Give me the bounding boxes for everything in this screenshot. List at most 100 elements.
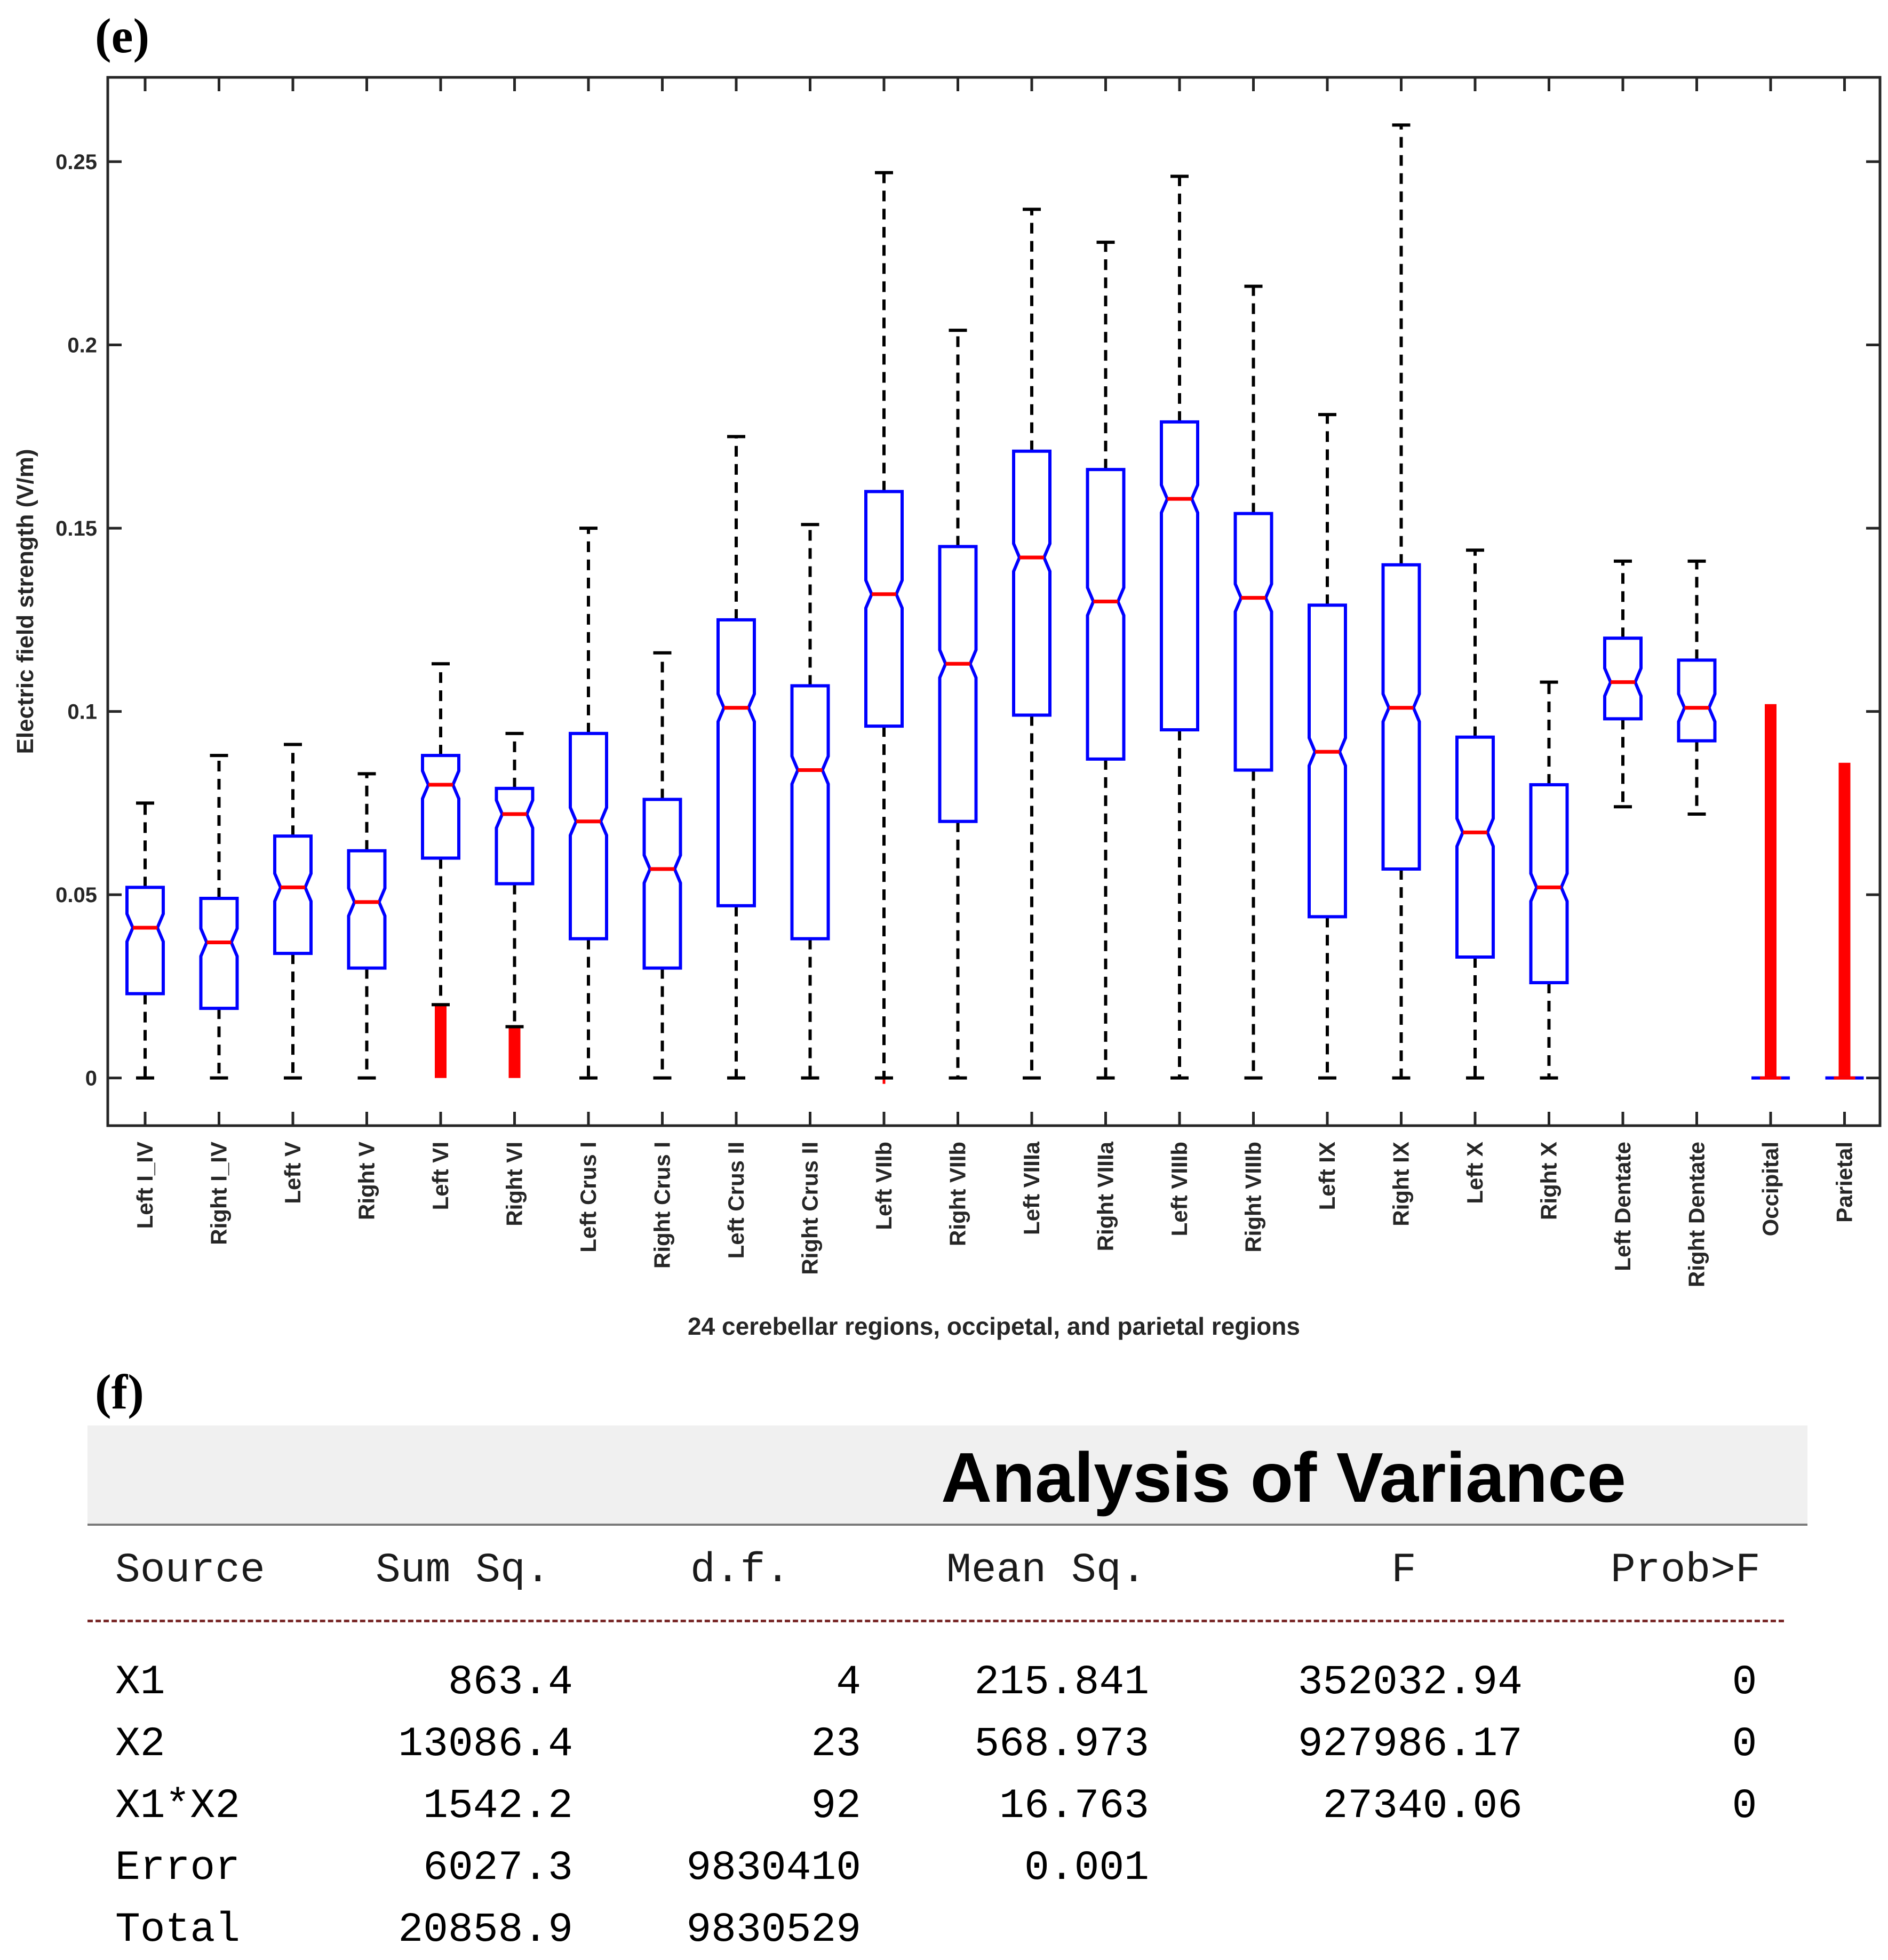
anova-cell: 6027.3 [423, 1845, 573, 1892]
anova-cell: 863.4 [448, 1659, 573, 1706]
anova-cell: 9830410 [686, 1845, 861, 1892]
y-axis-label: Electric field strength (V/m) [12, 449, 38, 754]
anova-column-header: Source [115, 1547, 265, 1594]
x-tick-label: Left I_IV [132, 1142, 157, 1229]
box [1233, 512, 1273, 772]
anova-cell: 1542.2 [423, 1783, 573, 1830]
anova-divider [87, 1620, 1784, 1622]
anova-cell: 0.001 [1024, 1845, 1149, 1892]
outlier-band [508, 1026, 521, 1078]
panel-e-label: (e) [95, 9, 150, 63]
box [1677, 658, 1717, 743]
x-tick-label: Left X [1462, 1142, 1487, 1204]
box [642, 798, 682, 970]
box-group: Right V [347, 77, 387, 1220]
x-tick-label: Left VIIIb [1167, 1142, 1192, 1236]
plot-frame [106, 76, 1882, 1127]
box [790, 684, 830, 941]
anova-cell: 927986.17 [1297, 1721, 1523, 1768]
anova-title: Analysis of Variance [941, 1438, 1626, 1517]
x-tick-label: Right Dentate [1684, 1142, 1709, 1287]
box [938, 545, 978, 823]
x-tick-label: Right Crus I [650, 1142, 675, 1269]
anova-row-source: Error [115, 1845, 241, 1892]
anova-cell: 215.841 [974, 1659, 1149, 1706]
x-tick-label: Left Crus II [723, 1142, 748, 1258]
box-group: Right Crus I [642, 77, 682, 1269]
box [421, 754, 460, 860]
y-tick-label: 0.25 [55, 150, 97, 174]
anova-table: Analysis of Variance Source Sum Sq. d.f. Me… [87, 1425, 1807, 1954]
anova-row-source: X1 [115, 1659, 165, 1706]
panel-f-label: (f) [95, 1365, 144, 1419]
x-tick-label: Right VIIb [945, 1142, 970, 1246]
box-group: Right VIIIb [1233, 77, 1273, 1253]
box [199, 897, 239, 1010]
anova-header: Analysis of Variance [87, 1425, 1807, 1526]
outlier-band [435, 1005, 447, 1078]
box [1012, 449, 1051, 717]
box-group: Left VIIb [864, 77, 904, 1230]
y-tick-label: 0.2 [67, 334, 97, 357]
box [1381, 563, 1421, 871]
anova-cell: 0 [1732, 1659, 1757, 1706]
x-tick-label: Left VIIb [871, 1142, 896, 1230]
box [273, 834, 313, 955]
x-tick-label: Left Dentate [1610, 1142, 1635, 1271]
box-group: Right X [1529, 77, 1569, 1220]
anova-column-header: d.f. [690, 1547, 791, 1594]
outlier-band [1765, 704, 1777, 1078]
anova-row-source: Total [115, 1907, 241, 1954]
y-tick-label: 0.05 [55, 883, 97, 907]
x-tick-label: Right V [354, 1142, 379, 1220]
box-group: Right VIIb [938, 77, 978, 1246]
box-group: Left Crus II [716, 77, 756, 1258]
x-tick-label: Right IX [1389, 1142, 1414, 1226]
box [125, 886, 165, 995]
box [1160, 420, 1199, 731]
x-tick-label: Right Crus II [798, 1142, 823, 1275]
box [1455, 735, 1495, 959]
anova-cell: 13086.4 [398, 1721, 573, 1768]
anova-cell: 4 [836, 1659, 861, 1706]
anova-cell: 92 [811, 1783, 861, 1830]
anova-cell: 23 [811, 1721, 861, 1768]
anova-cell: 0 [1732, 1721, 1757, 1768]
boxplot-chart: 0 0.05 0.1 0.15 0.2 0.25 Electric field streng… [12, 76, 1882, 1340]
box-group: Parietal [1825, 77, 1864, 1223]
anova-column-header: Mean Sq. [946, 1547, 1146, 1594]
anova-cell: 27340.06 [1323, 1783, 1523, 1830]
y-tick-label: 0.1 [67, 700, 97, 724]
x-tick-label: Right VIIIa [1093, 1141, 1118, 1251]
anova-column-header: Sum Sq. [376, 1547, 551, 1594]
anova-cell: 16.763 [999, 1783, 1149, 1830]
box-group: Left I_IV [125, 77, 165, 1229]
box-group: Left X [1455, 77, 1495, 1204]
box-group: Right Dentate [1677, 77, 1717, 1287]
box [569, 731, 608, 941]
box [1603, 636, 1643, 721]
box-group: Left V [273, 77, 313, 1204]
anova-cell: 20858.9 [398, 1907, 573, 1954]
x-tick-label: Occipital [1758, 1142, 1783, 1236]
x-tick-label: Parietal [1832, 1142, 1857, 1223]
x-tick-label: Right VIIIb [1241, 1142, 1266, 1253]
box [1086, 468, 1126, 761]
anova-row-source: X1*X2 [115, 1783, 241, 1830]
box-group: Left VI [421, 77, 460, 1210]
box-group: Right I_IV [199, 77, 239, 1245]
box [495, 786, 535, 886]
x-tick-label: Left V [280, 1142, 305, 1204]
box-group: Occipital [1751, 77, 1790, 1236]
y-tick-label: 0 [85, 1067, 97, 1090]
x-tick-label: Left IX [1315, 1142, 1340, 1210]
anova-cell: 9830529 [686, 1907, 861, 1954]
box-group: Left Crus I [569, 77, 608, 1253]
box-group: Right VIIIa [1086, 77, 1126, 1251]
anova-column-header: Prob>F [1611, 1547, 1760, 1594]
anova-cell: 0 [1732, 1783, 1757, 1830]
y-tick-label: 0.15 [55, 517, 97, 540]
box-group: Right IX [1381, 77, 1421, 1226]
box [716, 618, 756, 907]
x-tick-label: Right X [1536, 1142, 1562, 1220]
